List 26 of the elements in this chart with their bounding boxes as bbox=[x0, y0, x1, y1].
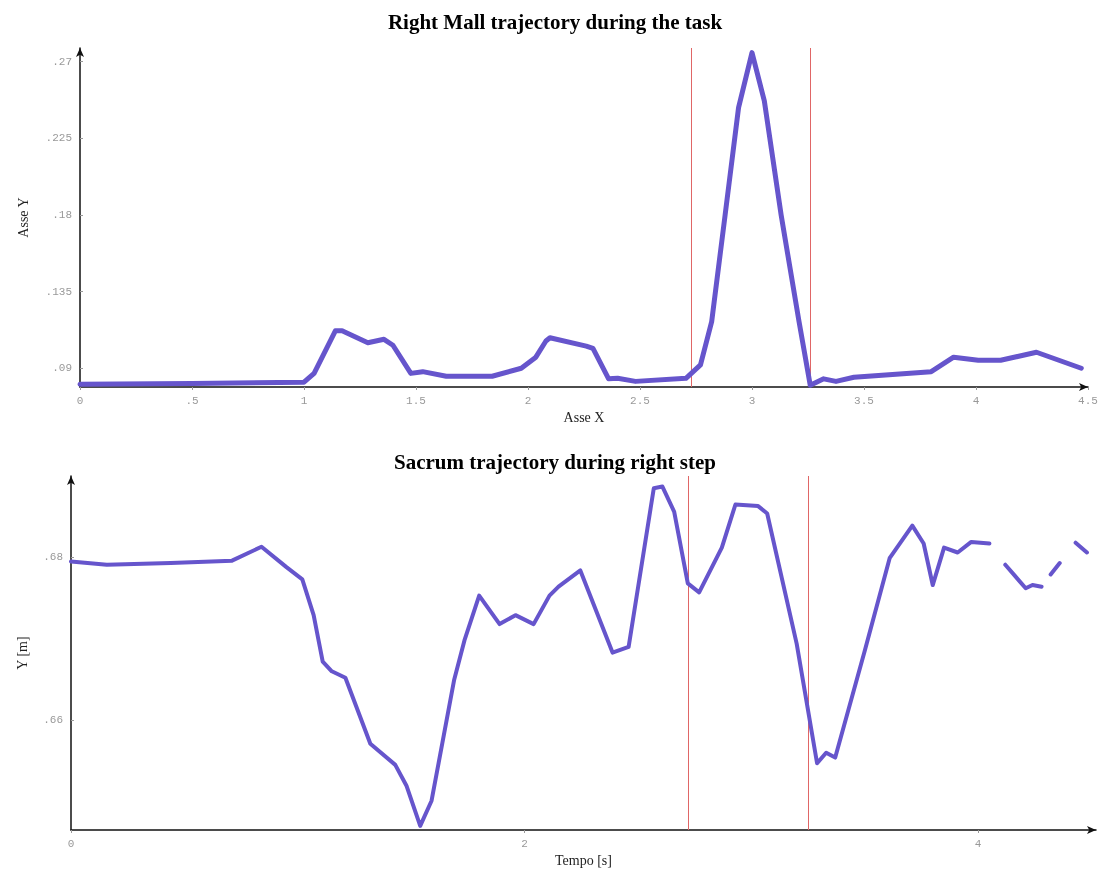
x-tick-label: 4 bbox=[972, 394, 980, 407]
x-tick-label: 3.5 bbox=[854, 394, 874, 407]
x-tick-label: 2 bbox=[524, 394, 532, 407]
y-axis-title: Asse Y bbox=[15, 197, 31, 238]
x-tick-label: 4 bbox=[974, 837, 982, 850]
y-tick-label: .135 bbox=[45, 285, 72, 298]
x-tick-label: 1 bbox=[300, 394, 308, 407]
x-tick-label: 1.5 bbox=[406, 394, 426, 407]
chart-title: Sacrum trajectory during right step bbox=[394, 449, 716, 474]
y-tick-label: .66 bbox=[43, 714, 63, 727]
x-tick-label: 0 bbox=[76, 394, 84, 407]
x-tick-label: 4.5 bbox=[1078, 394, 1098, 407]
x-tick-label: 2.5 bbox=[630, 394, 650, 407]
y-tick-label: .68 bbox=[43, 551, 63, 564]
y-tick-label: .225 bbox=[45, 132, 72, 145]
x-tick-label: 2 bbox=[521, 837, 528, 850]
x-tick-label: .5 bbox=[185, 394, 199, 407]
chart-title: Right Mall trajectory during the task bbox=[387, 9, 723, 34]
y-tick-label: .27 bbox=[52, 55, 72, 68]
x-axis-title: Asse X bbox=[563, 410, 605, 426]
y-tick-label: .09 bbox=[52, 362, 72, 375]
y-tick-label: .18 bbox=[52, 208, 72, 221]
y-axis-title: Y [m] bbox=[14, 636, 30, 670]
x-tick-label: 3 bbox=[748, 394, 756, 407]
x-tick-label: 0 bbox=[67, 837, 75, 850]
x-axis-title: Tempo [s] bbox=[555, 853, 612, 869]
